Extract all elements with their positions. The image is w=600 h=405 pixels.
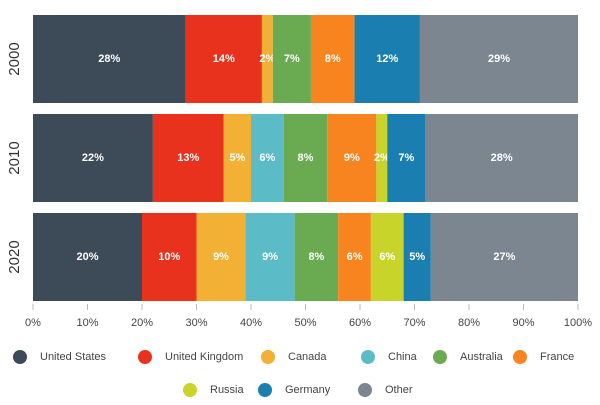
bar-segment — [376, 114, 388, 202]
bar-segment — [387, 114, 426, 202]
bar-segment — [310, 15, 355, 103]
legend-swatch — [361, 350, 375, 364]
bar-segment — [261, 15, 273, 103]
bar-segment — [327, 114, 377, 202]
y-tick-label: 2020 — [6, 240, 23, 273]
legend-swatch — [513, 350, 527, 364]
data-label: 9% — [262, 251, 278, 263]
x-tick-label: 80% — [458, 317, 480, 329]
y-tick-label: 2010 — [6, 141, 23, 174]
legend-swatch — [261, 350, 275, 364]
bar-segment — [403, 213, 431, 301]
data-label: 14% — [213, 53, 235, 65]
data-label: 10% — [158, 251, 180, 263]
data-label: 9% — [213, 251, 229, 263]
legend-label: China — [388, 351, 418, 363]
data-label: 7% — [284, 53, 300, 65]
bar-segment — [370, 213, 404, 301]
legend-label: Russia — [210, 384, 245, 396]
x-tick-label: 50% — [294, 317, 316, 329]
y-tick-label: 2000 — [6, 42, 23, 75]
data-label: 5% — [229, 152, 245, 164]
legend-swatch — [138, 350, 152, 364]
data-label: 2% — [374, 152, 390, 164]
legend-swatch — [183, 383, 197, 397]
data-label: 20% — [76, 251, 98, 263]
bar-segment — [338, 213, 371, 301]
x-tick-label: 30% — [185, 317, 207, 329]
data-label: 13% — [177, 152, 199, 164]
x-tick-label: 70% — [403, 317, 425, 329]
legend-label: Canada — [288, 351, 327, 363]
data-label: 9% — [344, 152, 360, 164]
legend-swatch — [433, 350, 447, 364]
x-tick-label: 60% — [349, 317, 371, 329]
bar-segment — [425, 114, 578, 202]
x-tick-label: 40% — [240, 317, 262, 329]
legend-label: Australia — [460, 351, 504, 363]
legend-label: France — [540, 351, 574, 363]
data-label: 5% — [409, 251, 425, 263]
data-label: 8% — [298, 152, 314, 164]
bar-segment — [33, 114, 153, 202]
bar-segment — [245, 213, 295, 301]
bar-segment — [185, 15, 262, 103]
legend-label: Germany — [285, 384, 331, 396]
legend-swatch — [358, 383, 372, 397]
x-tick-label: 0% — [25, 317, 41, 329]
legend-label: United Kingdom — [165, 351, 243, 363]
bar-segment — [354, 15, 420, 103]
data-label: 6% — [259, 152, 275, 164]
bar-segment — [223, 114, 251, 202]
bar-segment — [33, 213, 142, 301]
data-label: 7% — [398, 152, 414, 164]
legend-label: United States — [40, 351, 107, 363]
bar-segment — [196, 213, 246, 301]
bar-segment — [294, 213, 339, 301]
bar-segment — [419, 15, 578, 103]
data-label: 28% — [98, 53, 120, 65]
data-label: 27% — [493, 251, 515, 263]
bar-segment — [142, 213, 197, 301]
data-label: 6% — [347, 251, 363, 263]
data-label: 8% — [325, 53, 341, 65]
bar-segment — [152, 114, 224, 202]
bar-segment — [33, 15, 186, 103]
bar-segment — [272, 15, 311, 103]
legend-swatch — [13, 350, 27, 364]
data-label: 6% — [379, 251, 395, 263]
data-label: 22% — [82, 152, 104, 164]
data-label: 12% — [376, 53, 398, 65]
x-tick-label: 100% — [564, 317, 592, 329]
data-label: 29% — [488, 53, 510, 65]
bar-segment — [430, 213, 578, 301]
data-label: 8% — [308, 251, 324, 263]
x-tick-label: 10% — [76, 317, 98, 329]
legend-label: Other — [385, 384, 413, 396]
bar-segment — [283, 114, 328, 202]
x-tick-label: 90% — [512, 317, 534, 329]
bar-segment — [251, 114, 284, 202]
x-tick-label: 20% — [131, 317, 153, 329]
data-label: 28% — [491, 152, 513, 164]
data-label: 2% — [259, 53, 275, 65]
legend-swatch — [258, 383, 272, 397]
